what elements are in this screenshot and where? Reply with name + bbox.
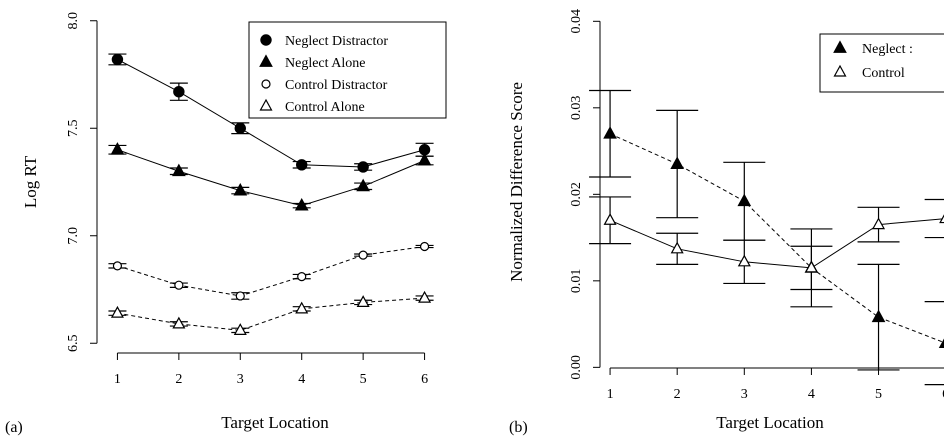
data-point xyxy=(603,126,617,139)
data-point xyxy=(297,272,307,282)
data-point xyxy=(670,241,684,254)
data-point xyxy=(356,178,370,192)
legend-marker xyxy=(259,98,273,111)
data-point xyxy=(418,290,432,303)
legend-marker xyxy=(259,54,273,67)
panel-label: (a) xyxy=(5,419,23,436)
y-tick-label: 7.0 xyxy=(66,227,81,245)
data-point xyxy=(295,301,309,314)
legend-label: Control Alone xyxy=(285,100,365,115)
data-point xyxy=(356,295,370,307)
series-control xyxy=(589,196,944,291)
y-tick-label: 0.00 xyxy=(569,355,584,380)
y-tick-label: 0.04 xyxy=(569,9,584,34)
legend-label: Control Distractor xyxy=(285,78,388,93)
legend-marker xyxy=(833,40,847,53)
data-point xyxy=(603,213,617,225)
y-axis-title: Normalized Difference Score xyxy=(507,82,526,282)
series-line xyxy=(117,297,425,331)
data-point xyxy=(872,217,886,230)
series-line xyxy=(609,218,944,269)
legend-marker xyxy=(261,79,271,89)
x-tick-label: 4 xyxy=(298,372,305,387)
series-control-alone xyxy=(108,290,434,335)
x-tick-label: 5 xyxy=(360,372,367,387)
data-point xyxy=(172,163,186,177)
series-neglect-alone xyxy=(108,142,434,211)
legend-marker xyxy=(260,34,272,46)
y-tick-label: 8.0 xyxy=(66,12,81,30)
data-point xyxy=(417,152,432,166)
data-point xyxy=(737,254,751,267)
y-tick-label: 7.5 xyxy=(66,120,81,138)
legend-marker xyxy=(833,64,847,77)
legend-box xyxy=(248,21,447,119)
data-point xyxy=(172,316,186,329)
data-point xyxy=(357,161,369,173)
x-tick-label: 2 xyxy=(175,372,182,387)
series-line xyxy=(117,59,425,168)
y-axis-title: Log RT xyxy=(21,155,40,208)
data-point xyxy=(938,338,944,349)
data-point xyxy=(173,86,185,98)
data-point xyxy=(112,261,123,271)
x-tick-label: 6 xyxy=(942,387,944,402)
data-point xyxy=(670,156,685,169)
legend-label: Neglect Alone xyxy=(285,56,365,71)
y-tick-label: 0.01 xyxy=(569,269,584,294)
y-tick-label: 0.03 xyxy=(569,96,584,121)
x-tick-label: 3 xyxy=(237,372,244,387)
chart-panel-a: 6.5 7.0 7.5 8.0 1 2 3 4 5 6 Target Location Log RT (… xyxy=(5,12,447,436)
data-point xyxy=(419,241,430,252)
data-point xyxy=(110,305,124,318)
legend: Neglect : Control xyxy=(819,33,944,93)
x-tick-label: 3 xyxy=(741,387,748,402)
x-tick-label: 5 xyxy=(875,387,882,402)
series-line xyxy=(117,149,425,207)
y-tick-label: 6.5 xyxy=(66,335,81,353)
chart-panel-b: 0.00 0.01 0.02 0.03 0.04 1 2 3 4 5 6 Target Locatio… xyxy=(507,9,944,436)
x-tick-label: 4 xyxy=(808,387,815,402)
x-tick-label: 1 xyxy=(114,372,121,387)
panel-label: (b) xyxy=(509,419,528,436)
legend-label: Neglect Distractor xyxy=(285,34,388,49)
data-point xyxy=(804,260,818,273)
data-point xyxy=(358,250,368,260)
series-line xyxy=(609,133,944,344)
series-neglect-distractor xyxy=(108,53,434,173)
data-point xyxy=(296,159,308,171)
legend-label: Neglect : xyxy=(862,42,913,57)
x-axis-title: Target Location xyxy=(716,413,824,432)
series-control-distractor xyxy=(108,241,434,301)
legend: Neglect Distractor Neglect Alone Control D… xyxy=(248,21,447,119)
x-axis-title: Target Location xyxy=(221,413,329,432)
x-tick-label: 2 xyxy=(674,387,681,402)
data-point xyxy=(737,193,752,207)
data-point xyxy=(871,309,886,323)
data-point xyxy=(174,280,184,290)
series-line xyxy=(117,246,425,297)
data-point xyxy=(294,198,309,211)
data-point xyxy=(234,122,246,134)
series-neglect xyxy=(589,89,944,386)
y-tick-label: 0.02 xyxy=(569,182,584,207)
x-tick-label: 6 xyxy=(421,372,428,387)
data-point xyxy=(235,291,245,301)
data-point xyxy=(111,53,124,66)
data-point xyxy=(233,323,247,335)
legend-label: Control xyxy=(862,66,905,81)
x-tick-label: 1 xyxy=(607,387,614,402)
data-point xyxy=(110,142,125,155)
data-point xyxy=(233,182,248,196)
data-point xyxy=(939,214,944,224)
